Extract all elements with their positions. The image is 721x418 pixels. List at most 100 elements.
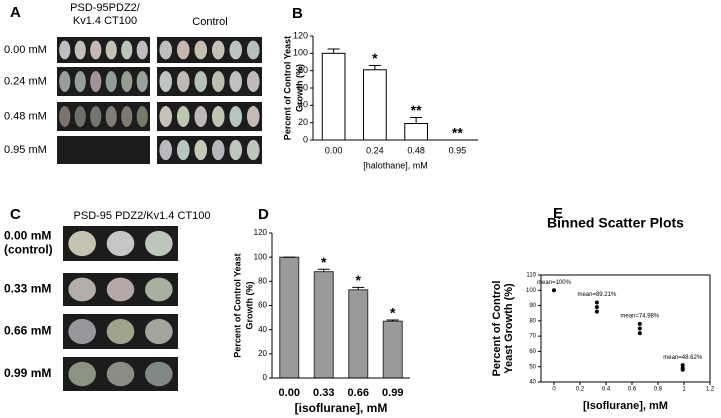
yeast-spot <box>246 71 260 92</box>
yeast-spot <box>74 106 86 127</box>
yeast-spot <box>211 106 225 127</box>
yeast-spot <box>246 106 260 127</box>
x-axis-label: [Isoflurane], mM <box>583 400 668 412</box>
y-tick-label: 80 <box>298 65 308 75</box>
annotation: mean=74.98% <box>620 313 660 319</box>
row-label: 0.95 mM <box>4 144 47 156</box>
yeast-spot <box>74 71 86 92</box>
yeast-spot <box>59 71 71 92</box>
row-label: 0.99 mM <box>4 366 51 380</box>
bar <box>279 256 300 379</box>
y-tick-label: 120 <box>293 30 308 40</box>
plate-photo <box>157 136 262 164</box>
yeast-spot <box>106 361 135 387</box>
point <box>552 288 556 293</box>
plate-photo <box>57 102 150 131</box>
x-tick-label: 0.6 <box>628 387 637 393</box>
yeast-spot <box>68 361 96 387</box>
yeast-spot <box>145 318 173 345</box>
plot-frame <box>540 274 711 383</box>
significance-mark: ** <box>452 125 463 141</box>
yeast-spot <box>145 361 173 387</box>
significance-mark: * <box>390 305 396 321</box>
yeast-spot <box>229 139 243 161</box>
y-tick-label: 50 <box>529 364 536 370</box>
y-axis-label: Percent of Control <box>491 281 503 377</box>
y-tick-label: 20 <box>258 349 267 358</box>
significance-mark: * <box>356 272 362 288</box>
row-label: (control) <box>4 243 53 257</box>
yeast-spot <box>159 139 173 161</box>
yeast-spot <box>68 277 96 302</box>
yeast-spot <box>145 277 173 302</box>
yeast-spot <box>105 40 117 60</box>
y-tick-label: 40 <box>529 380 536 386</box>
yeast-spot <box>229 71 243 92</box>
y-tick-label: 0 <box>303 134 308 144</box>
x-tick-label: 0.2 <box>576 387 585 393</box>
y-tick-label: 100 <box>254 252 268 261</box>
yeast-spot <box>105 71 117 92</box>
yeast-spot <box>159 106 173 127</box>
x-tick-label: 0.4 <box>602 387 611 393</box>
y-tick-label: 80 <box>529 318 536 324</box>
plate-photo <box>157 37 262 63</box>
x-tick-label: 0.00 <box>325 145 343 155</box>
plate-photo <box>157 102 262 131</box>
yeast-spot <box>90 71 102 92</box>
x-tick-label: 0.66 <box>348 387 369 399</box>
y-tick-label: 120 <box>254 228 268 237</box>
bar <box>348 289 369 379</box>
yeast-spot <box>176 71 190 92</box>
x-axis-label: [isoflurane], mM <box>295 401 388 415</box>
y-axis-label: Yeast Growth (%) <box>503 283 515 374</box>
yeast-spot <box>106 230 135 257</box>
point <box>680 363 685 368</box>
yeast-spot <box>136 106 148 127</box>
x-tick-label: 0.33 <box>313 387 334 399</box>
annotation: mean=48.62% <box>663 355 703 361</box>
row-label: 0.00 mM <box>4 44 47 56</box>
y-tick-label: 60 <box>298 82 308 92</box>
point <box>594 309 599 314</box>
significance-mark: ** <box>411 102 422 118</box>
x-tick-label: 0.48 <box>407 145 425 155</box>
y-tick-label: 60 <box>529 349 536 355</box>
yeast-spot <box>68 318 96 345</box>
yeast-spot <box>194 139 208 161</box>
row-label: 0.00 mM <box>4 229 51 243</box>
yeast-spot <box>68 230 96 257</box>
bar <box>321 52 346 141</box>
bar <box>313 271 334 379</box>
significance-mark: * <box>321 254 327 270</box>
panel-letter: A <box>10 4 21 21</box>
y-tick-label: 90 <box>529 303 536 309</box>
yeast-spot <box>74 40 86 60</box>
panel-letter: D <box>258 206 269 223</box>
yeast-spot <box>121 106 133 127</box>
yeast-spot <box>246 139 260 161</box>
y-tick-label: 110 <box>526 273 536 279</box>
annotation: mean=100% <box>537 280 572 286</box>
yeast-spot <box>106 318 135 345</box>
yeast-spot <box>176 139 190 161</box>
yeast-spot <box>194 40 208 60</box>
significance-mark: * <box>372 50 378 66</box>
y-tick-label: 40 <box>258 325 267 334</box>
plate-photo <box>57 67 150 96</box>
point <box>594 300 599 305</box>
annotation: mean=89.21% <box>577 292 617 298</box>
chart-title: Binned Scatter Plots <box>547 215 684 231</box>
point <box>594 305 599 310</box>
y-tick-label: 60 <box>258 301 267 310</box>
x-tick-label: 1.2 <box>706 387 715 393</box>
photo-header: Kv1.4 CT100 <box>73 15 137 27</box>
panel-letter: B <box>292 5 303 22</box>
bar <box>404 123 428 141</box>
x-tick-label: 0.8 <box>654 387 663 393</box>
yeast-spot <box>105 106 117 127</box>
yeast-spot <box>194 71 208 92</box>
photo-header: Control <box>192 16 227 28</box>
x-tick-label: 0.95 <box>449 145 467 155</box>
yeast-spot <box>159 40 173 60</box>
